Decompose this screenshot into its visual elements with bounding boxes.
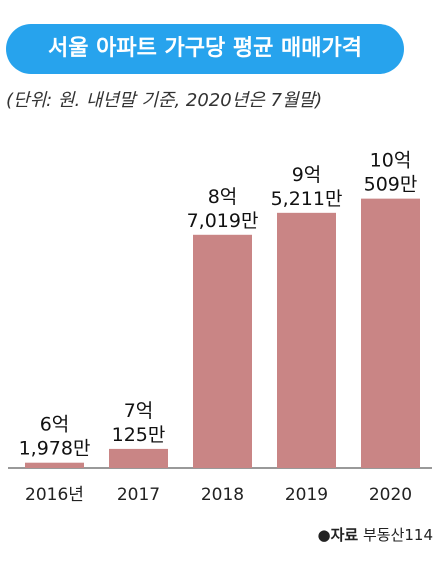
data-label-4-1: 509만	[364, 174, 418, 196]
bar-2	[193, 234, 252, 468]
chart-subtitle: (단위: 원. 내년말 기준, 2020년은 7월말)	[6, 90, 323, 111]
source-name: 부동산114	[362, 526, 433, 544]
bar-0	[25, 462, 84, 468]
data-label-1-0: 7억	[124, 400, 154, 422]
bar-4	[361, 198, 420, 469]
bar-1	[109, 448, 168, 468]
x-tick-label-4: 2020	[369, 485, 412, 505]
data-label-0-0: 6억	[40, 414, 70, 436]
data-label-3-1: 5,211만	[271, 188, 343, 210]
bullet-icon: ●	[317, 526, 331, 544]
x-tick-label-2: 2018	[201, 485, 244, 505]
data-label-3-0: 9억	[292, 164, 322, 186]
data-label-1-1: 125만	[112, 424, 166, 446]
x-tick-label-0: 2016년	[25, 485, 84, 505]
data-label-2-0: 8억	[208, 186, 238, 208]
data-label-0-1: 1,978만	[19, 438, 91, 460]
data-label-4-0: 10억	[370, 150, 412, 172]
bar-3	[277, 212, 336, 468]
chart-title: 서울 아파트 가구당 평균 매매가격	[6, 24, 404, 74]
x-tick-label-3: 2019	[285, 485, 328, 505]
x-tick-label-1: 2017	[117, 485, 160, 505]
source-note: ●자료 부동산114	[317, 524, 433, 545]
source-label: 자료	[330, 526, 359, 544]
data-label-2-1: 7,019만	[187, 210, 259, 232]
